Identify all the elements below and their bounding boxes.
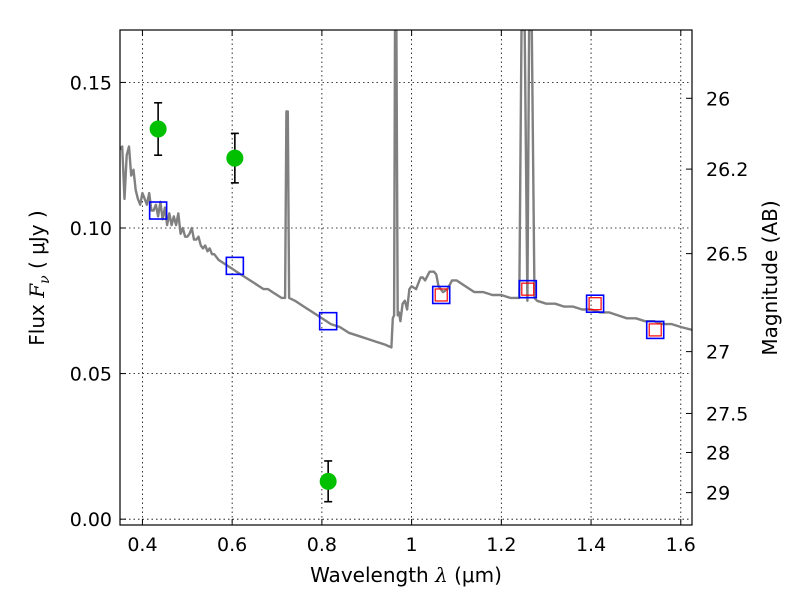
y-tick-label: 0.05 [70, 364, 112, 386]
sed-model-line [120, 30, 692, 349]
model-flux-square [225, 256, 245, 276]
y-tick-label: 0.15 [70, 72, 112, 94]
grid [120, 30, 692, 525]
model-flux-square [585, 294, 605, 314]
plot-data [120, 30, 692, 503]
model-flux-square-inner [588, 297, 602, 311]
x-tick-label: 0.6 [217, 534, 247, 556]
right-tick-label: 26 [706, 88, 730, 110]
right-tick-label: 27.5 [706, 403, 748, 425]
x-tick-label: 0.8 [307, 534, 337, 556]
y-axis-title: Flux Fν ( μJy ) [25, 210, 53, 345]
model-flux-square [318, 311, 338, 331]
x-tick-label: 0.4 [127, 534, 157, 556]
y-tick-label: 0.00 [70, 509, 112, 531]
right-tick-label: 28 [706, 442, 730, 464]
right-tick-label: 27 [706, 342, 730, 364]
model-flux-square-inner [434, 288, 448, 302]
model-flux-square-inner [521, 282, 535, 296]
right-tick-label: 29 [706, 483, 730, 505]
model-flux-square [431, 285, 451, 305]
model-flux-square [148, 201, 168, 220]
observed-flux-point [319, 472, 337, 490]
plot-frame [119, 29, 693, 526]
x-tick-label: 1.2 [486, 534, 516, 556]
x-axis-title: Wavelength λ (μm) [310, 563, 502, 587]
observed-flux-point [226, 149, 244, 167]
model-flux-square [645, 320, 665, 340]
model-flux-square-inner [648, 323, 662, 337]
x-tick-label: 1 [406, 534, 418, 556]
model-flux-square [518, 279, 538, 299]
right-tick-label: 26.2 [706, 159, 748, 181]
y-tick-label: 0.10 [70, 218, 112, 240]
axis-ticks: 0.4 0.6 0.8 1 1.2 1.4 1.6 0.00 0.05 0.10 0.15 26 26.… [70, 30, 748, 556]
right-tick-label: 26.5 [706, 244, 748, 266]
right-axis-title: Magnitude (AB) [758, 200, 782, 355]
x-tick-label: 1.6 [666, 534, 696, 556]
observed-flux-point [149, 120, 167, 138]
x-tick-label: 1.4 [576, 534, 606, 556]
